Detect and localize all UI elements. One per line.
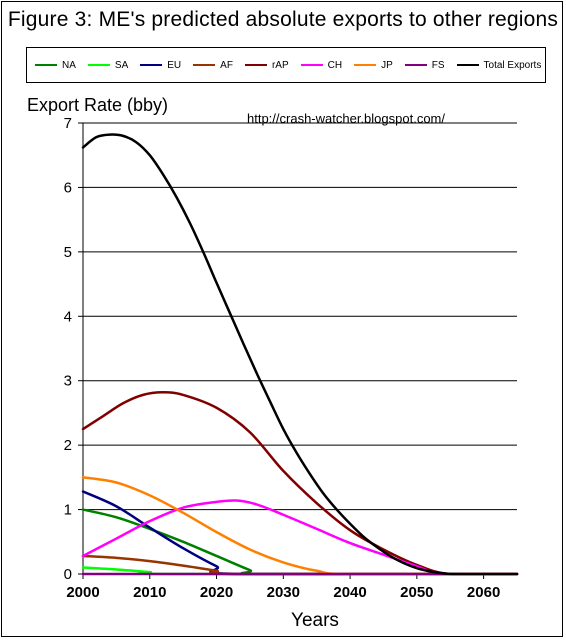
legend-item-sa: SA — [87, 59, 129, 71]
legend-label: NA — [62, 59, 76, 71]
legend-swatch — [456, 64, 479, 66]
legend-label: CH — [327, 59, 343, 71]
legend-swatch — [404, 64, 427, 66]
legend-items: NA SA EU AF rAP CH JP FS Total Exports — [35, 48, 553, 82]
y-tick-label: 3 — [64, 373, 72, 390]
x-tick-label: 2040 — [333, 584, 366, 601]
y-tick-label: 6 — [64, 179, 72, 196]
legend-swatch — [244, 64, 267, 66]
x-axis-label: Years — [291, 610, 339, 631]
y-tick-label: 2 — [64, 437, 72, 454]
legend-swatch — [140, 64, 163, 66]
legend-item-jp: JP — [354, 60, 393, 71]
x-tick-label: 2010 — [133, 584, 166, 601]
series-line-rap — [81, 391, 519, 576]
y-tick-label: 7 — [64, 115, 72, 132]
blog-url-watermark: http://crash-watcher.blogspot.com/ — [247, 111, 445, 126]
legend-item-fs: FS — [404, 59, 445, 71]
x-tick-label: 2020 — [200, 584, 233, 601]
legend-item-na: NA — [35, 60, 76, 71]
x-tick-label: 2030 — [267, 584, 300, 601]
legend-label: FS — [431, 59, 445, 71]
y-tick-label: 5 — [64, 244, 72, 261]
legend-label: EU — [167, 59, 182, 71]
legend-swatch — [35, 64, 57, 66]
legend-item-rap: rAP — [244, 59, 289, 71]
legend-item-total-exports: Total Exports — [456, 59, 542, 71]
legend-label: Total Exports — [483, 59, 542, 71]
legend-label: JP — [381, 59, 393, 71]
legend-label: SA — [114, 59, 129, 71]
legend-swatch — [193, 64, 216, 66]
legend-item-ch: CH — [300, 59, 343, 71]
legend-swatch — [354, 64, 377, 66]
legend-swatch — [300, 64, 323, 66]
legend-label: rAP — [271, 59, 289, 71]
y-axis-label: Export Rate (bby) — [27, 95, 169, 115]
y-tick-label: 0 — [64, 566, 72, 583]
y-tick-label: 1 — [64, 502, 72, 519]
legend-item-eu: EU — [140, 60, 181, 71]
series-line-ch — [81, 499, 519, 576]
series-line-total-exports — [81, 133, 519, 576]
x-tick-label: 2050 — [400, 584, 433, 601]
legend-swatch — [87, 64, 110, 66]
chart-legend: NA SA EU AF rAP CH JP FS Total Exports — [26, 47, 546, 83]
series-line-na — [81, 508, 519, 576]
y-tick-label: 4 — [64, 308, 72, 325]
legend-item-af: AF — [193, 60, 233, 71]
chart-title: Figure 3: ME's predicted absolute export… — [7, 8, 559, 31]
x-tick-label: 2060 — [467, 584, 500, 601]
x-tick-label: 2000 — [66, 584, 99, 601]
legend-label: AF — [220, 59, 233, 71]
